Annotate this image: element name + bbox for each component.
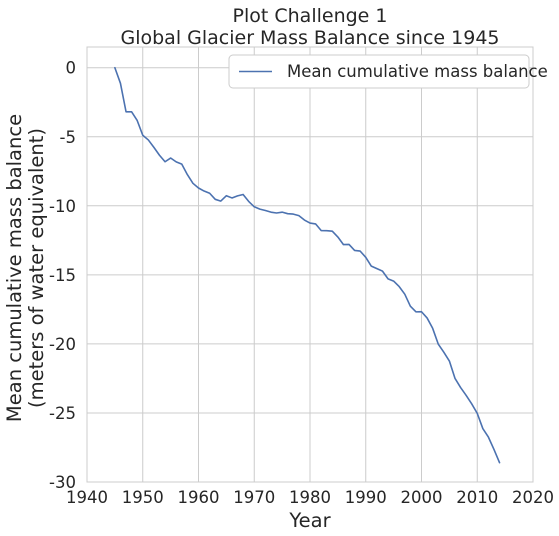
x-tick-label: 1970 xyxy=(233,488,275,507)
x-tick-label: 2000 xyxy=(401,488,443,507)
legend-label: Mean cumulative mass balance xyxy=(287,62,548,81)
x-tick-label: 1980 xyxy=(289,488,331,507)
y-tick-label: 0 xyxy=(66,59,77,78)
axes-frame xyxy=(86,46,534,483)
x-axis-label: Year xyxy=(288,509,331,532)
y-tick-label: -5 xyxy=(60,128,76,147)
y-tick-label: -20 xyxy=(49,335,76,354)
chart-title-line1: Plot Challenge 1 xyxy=(233,5,388,27)
tick-labels: 1940 1950 1960 1970 1980 1990 2000 2010 2020 0 -5 -… xyxy=(49,59,554,507)
series-line-mean-cumulative-mass-balance xyxy=(114,66,501,464)
plot-frame xyxy=(86,46,534,483)
y-axis-label-line1: Mean cumulative mass balance xyxy=(3,114,26,422)
y-axis-label-line2: (meters of water equivalent) xyxy=(25,128,48,408)
y-tick-label: -15 xyxy=(49,266,76,285)
legend-box xyxy=(228,54,530,89)
chart-title-line2: Global Glacier Mass Balance since 1945 xyxy=(121,27,500,49)
x-tick-label: 1950 xyxy=(122,488,164,507)
x-tick-label: 1940 xyxy=(66,488,108,507)
x-tick-label: 1990 xyxy=(345,488,387,507)
legend: Mean cumulative mass balance xyxy=(228,54,548,89)
x-tick-label: 2010 xyxy=(456,488,498,507)
x-tick-label: 1960 xyxy=(178,488,220,507)
y-tick-label: -10 xyxy=(49,197,76,216)
series-layer xyxy=(114,66,501,464)
x-tick-label: 2020 xyxy=(512,488,554,507)
y-tick-label: -30 xyxy=(49,473,76,492)
y-tick-label: -25 xyxy=(49,404,76,423)
